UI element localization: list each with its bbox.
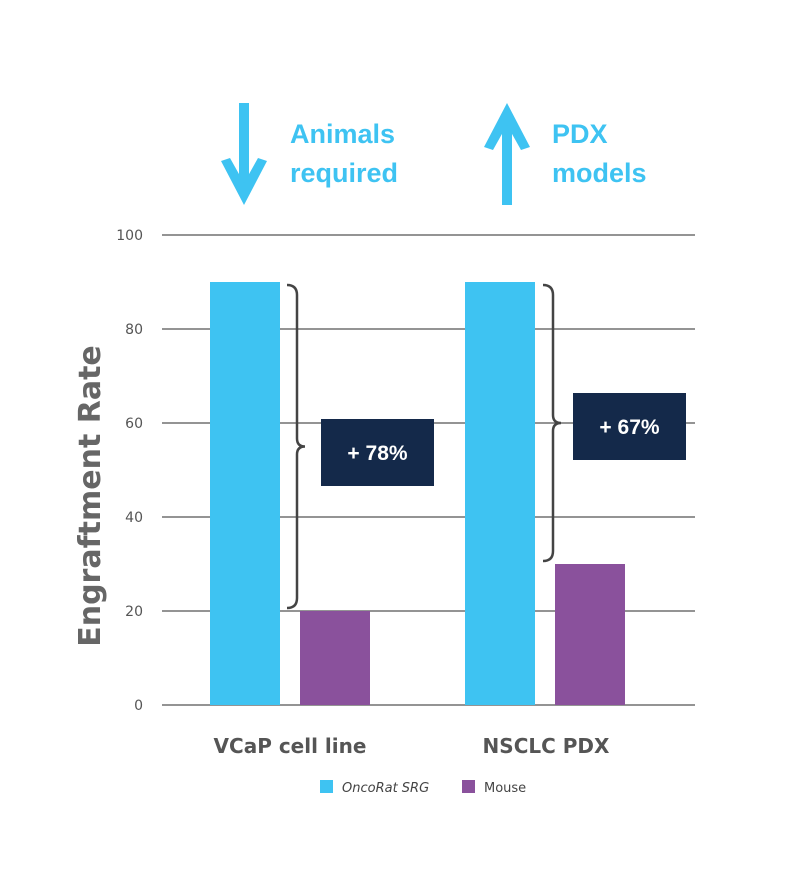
y-tick-label: 20 bbox=[125, 604, 143, 620]
y-tick-label: 80 bbox=[125, 322, 143, 338]
bar-mouse-1 bbox=[300, 611, 370, 705]
headline-animals-line2: required bbox=[290, 158, 398, 188]
legend-swatch bbox=[320, 780, 333, 793]
legend: OncoRat SRG Mouse bbox=[320, 780, 526, 796]
bars bbox=[210, 282, 625, 705]
headline-animals: Animals required bbox=[221, 103, 398, 205]
y-tick-label: 60 bbox=[125, 416, 143, 432]
bar-oncorat-1 bbox=[210, 282, 280, 705]
bar-oncorat-2 bbox=[465, 282, 535, 705]
category-label: VCaP cell line bbox=[214, 734, 367, 758]
down-arrow-icon bbox=[221, 103, 267, 205]
difference-badges: + 78% + 67% bbox=[321, 393, 686, 486]
legend-label: Mouse bbox=[484, 781, 526, 796]
difference-badge-label: + 67% bbox=[599, 416, 659, 439]
legend-swatch bbox=[462, 780, 475, 793]
y-tick-label: 0 bbox=[134, 698, 143, 714]
difference-badge-2 bbox=[573, 393, 686, 460]
bar-mouse-2 bbox=[555, 564, 625, 705]
difference-braces bbox=[286, 283, 562, 610]
legend-label: OncoRat SRG bbox=[342, 781, 429, 796]
up-arrow-icon bbox=[484, 103, 530, 205]
headline-pdx: PDX models bbox=[484, 103, 647, 205]
difference-brace-2 bbox=[542, 283, 562, 563]
y-tick-label: 40 bbox=[125, 510, 143, 526]
y-tick-label: 100 bbox=[116, 228, 143, 244]
headline-pdx-line2: models bbox=[552, 158, 647, 188]
difference-brace-1 bbox=[286, 283, 306, 610]
category-label: NSCLC PDX bbox=[483, 734, 610, 758]
difference-badge-1 bbox=[321, 419, 434, 486]
y-tick-labels: 0 20 40 60 80 100 bbox=[116, 228, 143, 714]
headline-animals-line1: Animals bbox=[290, 119, 395, 149]
headline-pdx-line1: PDX bbox=[552, 119, 608, 149]
difference-badge-label: + 78% bbox=[347, 442, 407, 465]
category-labels: VCaP cell line NSCLC PDX bbox=[214, 734, 610, 758]
y-axis-label: Engraftment Rate bbox=[73, 345, 108, 647]
